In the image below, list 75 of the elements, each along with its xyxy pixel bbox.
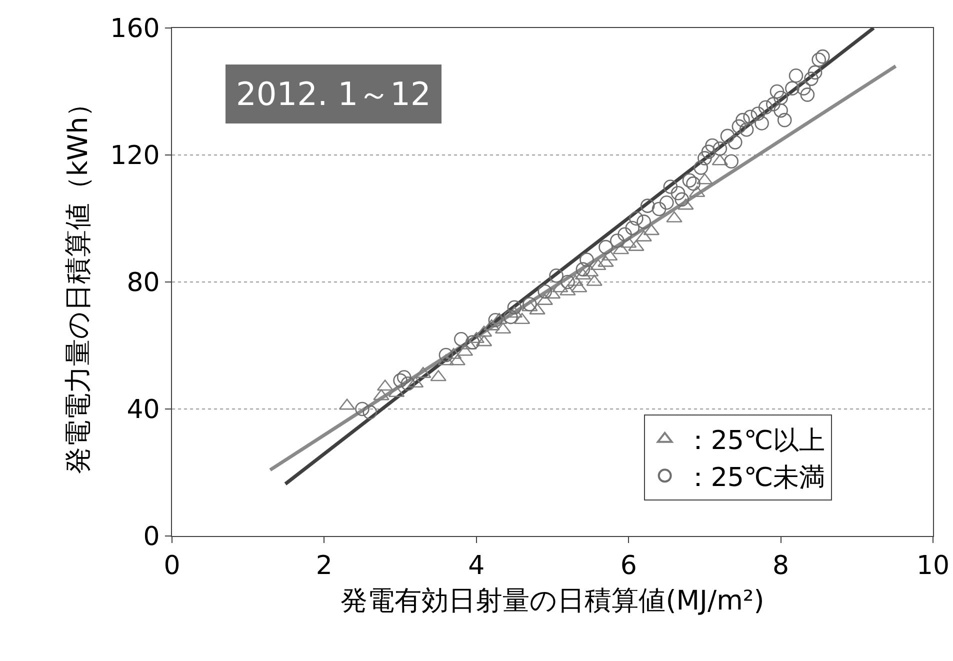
x-tick-label: 10 xyxy=(916,551,950,582)
point xyxy=(701,144,716,159)
point xyxy=(712,142,728,156)
point xyxy=(507,300,522,315)
point xyxy=(750,106,766,121)
y-tick-label: 120 xyxy=(110,141,160,172)
point xyxy=(670,186,686,200)
point xyxy=(774,90,788,105)
point xyxy=(720,128,735,144)
point xyxy=(488,312,503,328)
point xyxy=(788,68,804,83)
y-tick-label: 40 xyxy=(126,395,160,426)
point xyxy=(674,192,690,207)
point xyxy=(652,202,666,216)
point xyxy=(388,386,405,398)
point xyxy=(732,119,746,134)
point xyxy=(758,100,773,115)
point xyxy=(754,116,769,130)
point xyxy=(724,154,738,168)
point xyxy=(438,348,454,362)
point xyxy=(682,173,697,188)
point xyxy=(770,84,784,99)
legend-label: ：25℃未満 xyxy=(684,462,826,493)
point xyxy=(590,258,606,270)
point xyxy=(522,297,537,312)
y-axis-title: 発電電力量の日積算値（kWh） xyxy=(63,90,94,474)
point xyxy=(796,81,811,96)
point xyxy=(739,122,754,137)
y-tick-label: 80 xyxy=(126,268,160,298)
point xyxy=(660,195,674,210)
point xyxy=(576,262,590,276)
point xyxy=(804,72,818,86)
point xyxy=(808,65,822,80)
point xyxy=(465,335,480,350)
point xyxy=(777,112,792,128)
y-tick-label: 0 xyxy=(143,522,160,552)
point xyxy=(618,227,632,242)
point xyxy=(396,370,412,384)
x-tick-label: 8 xyxy=(772,551,790,582)
point xyxy=(598,240,613,254)
point xyxy=(743,110,758,124)
point xyxy=(549,268,564,283)
point xyxy=(625,220,640,236)
point xyxy=(728,135,742,150)
point xyxy=(736,112,750,128)
point xyxy=(774,103,788,118)
point xyxy=(705,138,720,153)
point xyxy=(580,252,594,267)
point xyxy=(636,214,651,229)
point xyxy=(640,198,655,213)
annotation: 2012. 1～12 xyxy=(236,75,431,113)
x-tick-label: 2 xyxy=(316,551,332,582)
point xyxy=(610,234,624,248)
point xyxy=(785,81,800,96)
point xyxy=(812,52,826,67)
point xyxy=(694,160,708,175)
x-tick-label: 0 xyxy=(164,551,180,582)
point xyxy=(663,180,678,194)
point xyxy=(629,211,644,226)
legend-label: ：25℃以上 xyxy=(684,426,826,456)
y-tick-label: 160 xyxy=(110,14,160,44)
x-tick-label: 4 xyxy=(468,551,485,582)
point xyxy=(800,88,815,102)
point xyxy=(504,310,518,324)
point xyxy=(494,322,512,334)
x-axis-title: 発電有効日射量の日積算値(MJ/m²) xyxy=(340,586,764,617)
point xyxy=(560,274,575,290)
point xyxy=(698,151,712,166)
point xyxy=(686,176,700,191)
x-tick-label: 6 xyxy=(620,551,637,582)
point xyxy=(400,376,416,391)
point xyxy=(816,49,830,64)
point xyxy=(538,284,552,299)
point xyxy=(454,332,468,346)
point xyxy=(766,97,780,112)
